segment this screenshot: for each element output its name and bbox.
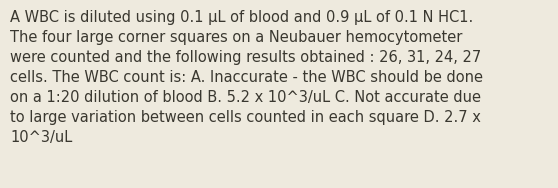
Text: A WBC is diluted using 0.1 μL of blood and 0.9 μL of 0.1 N HC1.
The four large c: A WBC is diluted using 0.1 μL of blood a…	[10, 10, 483, 145]
